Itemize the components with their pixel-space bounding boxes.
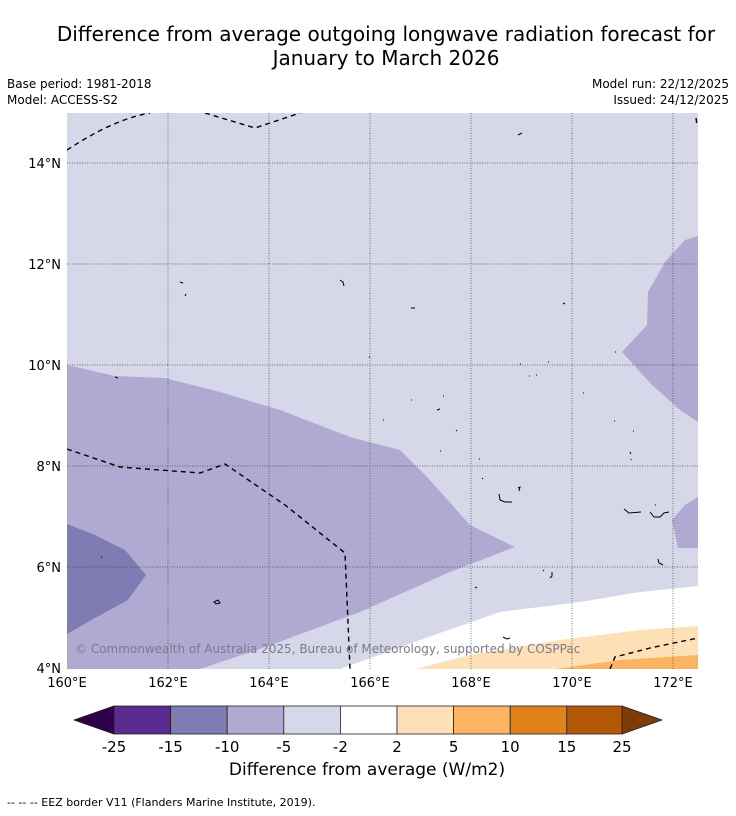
title-line-1: Difference from average outgoing longwav… <box>56 22 716 46</box>
colorbar-seg-8 <box>509 705 568 735</box>
cbar-tick-8: 10 <box>501 738 520 756</box>
islands <box>101 132 670 640</box>
band-neg-10-5-southeast <box>672 497 698 548</box>
colorbar-seg-5 <box>339 705 398 735</box>
lat-label-8n: 8°N <box>37 460 62 475</box>
cbar-tick-5: -2 <box>333 738 348 756</box>
model-run: Model run: 22/12/2025 <box>591 77 729 91</box>
map-fill-layers <box>67 113 698 669</box>
cbar-tick-2: -15 <box>158 738 183 756</box>
colorbar-seg-9 <box>566 705 623 735</box>
cbar-tick-9: 15 <box>557 738 576 756</box>
meta-left: Base period: 1981-2018 Model: ACCESS-S2 <box>7 76 152 108</box>
map-title: Difference from average outgoing longwav… <box>0 22 736 70</box>
lon-label-170e: 170°E <box>552 676 592 691</box>
map-copyright: © Commonwealth of Australia 2025, Bureau… <box>75 642 580 656</box>
eez-borders <box>67 113 698 669</box>
cbar-tick-3: -10 <box>215 738 240 756</box>
forecast-map: © Commonwealth of Australia 2025, Bureau… <box>28 113 698 691</box>
band-neg-10-5-west <box>67 365 515 669</box>
lon-label-164e: 164°E <box>249 676 289 691</box>
colorbar-extend-low <box>72 705 115 735</box>
lat-label-14n: 14°N <box>28 157 61 172</box>
graticule <box>67 113 698 669</box>
colorbar-seg-4 <box>283 705 341 735</box>
cbar-tick-10: 25 <box>612 738 631 756</box>
colorbar: -25 -15 -10 -5 -2 2 5 10 15 25 <box>72 705 664 756</box>
meta-right: Model run: 22/12/2025 Issued: 24/12/2025 <box>592 76 729 108</box>
lon-axis-labels: 160°E 162°E 164°E 166°E 168°E 170°E 172°… <box>47 676 693 691</box>
lon-label-162e: 162°E <box>148 676 188 691</box>
colorbar-seg-6 <box>396 705 454 735</box>
issued-date: Issued: 24/12/2025 <box>613 93 729 107</box>
cbar-tick-6: 2 <box>392 738 402 756</box>
lat-label-6n: 6°N <box>37 561 62 576</box>
eez-footnote: -- -- -- EEZ border V11 (Flanders Marine… <box>7 796 316 809</box>
lon-label-160e: 160°E <box>47 676 87 691</box>
colorbar-segments <box>72 705 664 735</box>
band-pos-2-5 <box>415 626 698 669</box>
colorbar-seg-2 <box>170 705 228 735</box>
lat-axis-labels: 14°N 12°N 10°N 8°N 6°N 4°N <box>28 157 61 677</box>
lon-label-168e: 168°E <box>451 676 491 691</box>
colorbar-extend-high <box>621 705 664 735</box>
colorbar-title: Difference from average (W/m2) <box>228 760 506 780</box>
band-neg-10-5-east <box>622 236 698 422</box>
title-line-2: January to March 2026 <box>272 46 500 70</box>
lon-label-166e: 166°E <box>350 676 390 691</box>
colorbar-seg-3 <box>226 705 285 735</box>
lon-label-172e: 172°E <box>653 676 693 691</box>
cbar-tick-7: 5 <box>449 738 459 756</box>
base-period: Base period: 1981-2018 <box>7 77 152 91</box>
colorbar-seg-7 <box>453 705 511 735</box>
band-pos-5-10 <box>555 655 698 669</box>
cbar-tick-4: -5 <box>276 738 291 756</box>
band-neg-15-10 <box>67 524 146 634</box>
model-name: Model: ACCESS-S2 <box>7 93 119 107</box>
lat-label-4n: 4°N <box>37 662 62 677</box>
lat-label-10n: 10°N <box>28 359 61 374</box>
cbar-tick-1: -25 <box>102 738 127 756</box>
lat-label-12n: 12°N <box>28 258 61 273</box>
colorbar-seg-1 <box>113 705 171 735</box>
colorbar-ticks: -25 -15 -10 -5 -2 2 5 10 15 25 <box>102 738 632 756</box>
